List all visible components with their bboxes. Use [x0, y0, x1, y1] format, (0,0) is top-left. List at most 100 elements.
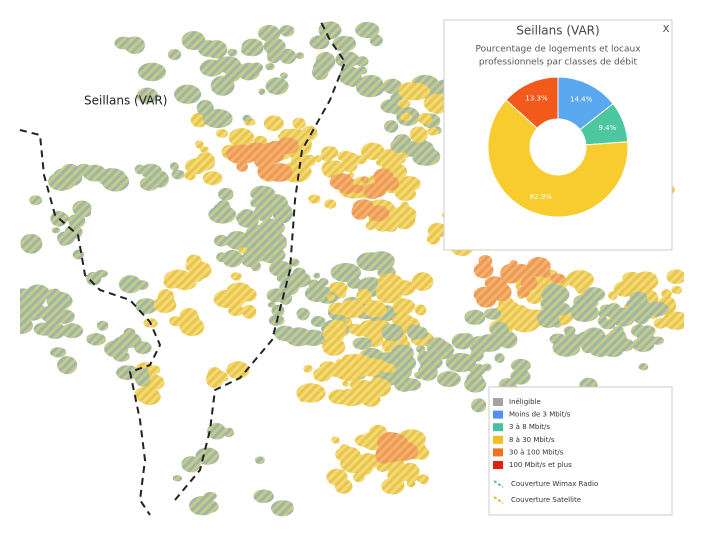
coverage-area: [315, 51, 336, 71]
coverage-area: [358, 383, 381, 400]
coverage-area: [54, 213, 69, 224]
coverage-area: [375, 158, 389, 167]
coverage-area: [418, 112, 432, 125]
coverage-area: [484, 308, 502, 320]
coverage-area: [65, 169, 83, 186]
coverage-area: [662, 311, 684, 330]
coverage-area: [348, 323, 363, 335]
coverage-area: [637, 331, 654, 345]
coverage-area: [563, 326, 576, 335]
coverage-area: [500, 263, 523, 284]
coverage-area: [570, 301, 593, 322]
coverage-area: [520, 274, 538, 291]
coverage-area: [363, 300, 387, 318]
donut-slice: [487, 99, 629, 218]
coverage-area: [167, 48, 182, 61]
coverage-area: [181, 456, 201, 473]
coverage-area: [334, 479, 353, 494]
coverage-area: [264, 154, 275, 162]
coverage-area: [671, 285, 683, 295]
legend-label: 3 à 8 Mbit/s: [509, 423, 550, 431]
coverage-area: [392, 280, 416, 296]
coverage-area: [135, 298, 158, 314]
coverage-area: [57, 231, 75, 245]
coverage-area: [68, 214, 86, 228]
coverage-area: [263, 232, 288, 253]
coverage-area: [250, 260, 261, 272]
coverage-area: [113, 351, 130, 362]
coverage-area: [172, 475, 183, 482]
coverage-area: [445, 353, 477, 373]
coverage-area: [263, 115, 284, 132]
coverage-area: [377, 432, 408, 453]
coverage-area: [342, 380, 350, 387]
coverage-area: [295, 52, 305, 60]
coverage-area: [613, 280, 637, 297]
coverage-area: [356, 66, 368, 75]
coverage-area: [230, 272, 242, 281]
coverage-area: [371, 377, 383, 386]
coverage-area: [265, 63, 275, 71]
coverage-area: [464, 309, 486, 325]
coverage-area: [398, 82, 421, 100]
coverage-area: [51, 227, 61, 234]
coverage-area: [231, 131, 246, 143]
coverage-area: [610, 307, 636, 327]
coverage-area: [417, 350, 432, 365]
coverage-area: [650, 336, 665, 345]
coverage-area: [638, 363, 649, 371]
legend-swatch: [493, 448, 503, 457]
coverage-area: [218, 187, 234, 201]
coverage-area: [40, 304, 67, 324]
coverage-area: [414, 304, 427, 316]
coverage-area: [622, 271, 642, 285]
coverage-area: [335, 358, 344, 366]
coverage-area: [29, 195, 43, 206]
coverage-area: [349, 379, 363, 390]
coverage-area: [409, 126, 428, 143]
coverage-area: [427, 127, 439, 136]
coverage-area: [258, 88, 266, 96]
coverage-area: [471, 398, 487, 413]
coverage-area: [267, 301, 276, 308]
coverage-area: [292, 117, 306, 129]
coverage-area: [510, 358, 531, 373]
coverage-area: [96, 320, 109, 331]
coverage-area: [380, 99, 402, 114]
coverage-area: [608, 291, 618, 300]
coverage-area: [360, 142, 385, 160]
coverage-area: [313, 272, 321, 279]
coverage-area: [338, 299, 365, 319]
coverage-area: [20, 317, 34, 334]
coverage-area: [221, 74, 235, 87]
coverage-area: [346, 76, 359, 88]
popup: Seillans (VAR) X Pourcentage de logement…: [443, 19, 673, 251]
coverage-area: [354, 393, 365, 401]
coverage-area: [274, 325, 297, 342]
coverage-area: [280, 72, 288, 79]
coverage-area: [482, 363, 492, 372]
coverage-area: [367, 205, 390, 222]
coverage-area: [44, 322, 66, 339]
coverage-area: [237, 62, 261, 81]
coverage-area: [411, 326, 428, 340]
close-button[interactable]: X: [663, 24, 670, 35]
coverage-area: [296, 383, 326, 403]
slice-label: 62.9%: [530, 193, 553, 201]
coverage-area: [582, 287, 606, 302]
coverage-area: [577, 331, 595, 348]
legend-label: Couverture Satellite: [511, 496, 581, 504]
legend: Inéligible Moins de 3 Mbit/s 3 à 8 Mbit/s 8…: [488, 386, 673, 516]
legend-panel: [488, 386, 673, 516]
coverage-area: [116, 365, 140, 381]
coverage-area: [266, 49, 281, 64]
coverage-area: [661, 289, 672, 298]
coverage-area: [416, 475, 424, 483]
coverage-area: [277, 133, 285, 140]
coverage-area: [170, 162, 179, 171]
coverage-area: [241, 38, 264, 57]
coverage-area: [86, 333, 106, 346]
coverage-area: [489, 282, 512, 302]
coverage-area: [310, 315, 326, 327]
coverage-area: [192, 261, 212, 279]
